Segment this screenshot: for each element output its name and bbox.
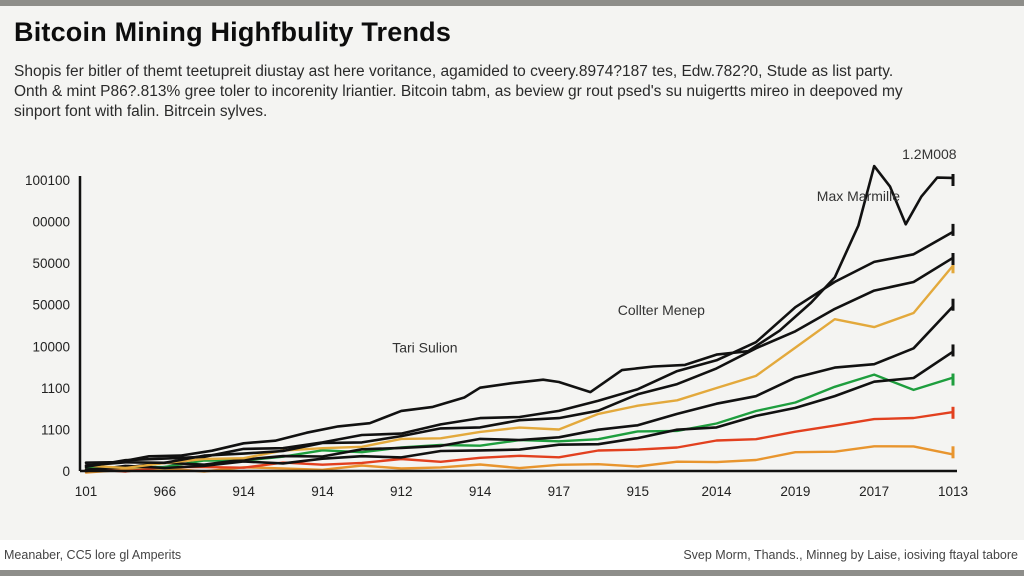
- y-axis-ticks: 0 1100 1100 10000 50000 50000 00000 100100: [25, 173, 70, 479]
- chart-annotation: Max Marmille: [817, 188, 900, 204]
- footer-credit: Svep Morm, Thands., Minneg by Laise, ios…: [683, 548, 1018, 562]
- chart-annotation: Tari Sulion: [392, 340, 457, 356]
- series-line: [84, 350, 955, 473]
- series-line: [84, 230, 955, 469]
- footer: Meanaber, CC5 lore gl Amperits Svep Morm…: [0, 540, 1024, 570]
- x-tick-label: 912: [390, 484, 413, 499]
- x-tick-label: 914: [311, 484, 334, 499]
- chart-annotation: Collter Menep: [618, 302, 705, 318]
- x-tick-label: 1013: [938, 484, 968, 499]
- x-tick-label: 101: [75, 484, 98, 499]
- x-axis-ticks: 101 966 914 914 912 914 917 915 2014 2019 2017 1013: [75, 484, 968, 499]
- y-tick-label: 0: [62, 464, 70, 479]
- series-layer: [84, 164, 955, 474]
- chart-title: Bitcoin Mining Highfbulity Trends: [14, 17, 452, 47]
- series-line: [84, 256, 955, 467]
- subtitle-line: sinport font with falin. Bitrcein sylves…: [14, 103, 268, 120]
- chart-subtitle: Shopis fer bitler of themt teetupreit di…: [14, 62, 1014, 122]
- series-line: [84, 164, 955, 465]
- y-tick-label: 50000: [32, 256, 70, 271]
- subtitle-line: Shopis fer bitler of themt teetupreit di…: [14, 63, 894, 80]
- x-tick-label: 914: [469, 484, 492, 499]
- y-tick-label: 00000: [32, 215, 70, 230]
- x-tick-label: 2019: [780, 484, 810, 499]
- line-chart: 0 1100 1100 10000 50000 50000 00000 100100 101 9…: [25, 146, 968, 499]
- subtitle-line: Onth & mint P86?.813% gree toler to inco…: [14, 83, 903, 100]
- series-line: [84, 264, 955, 470]
- y-tick-label: 100100: [25, 173, 70, 188]
- top-border: [0, 0, 1024, 6]
- footer-source: Meanaber, CC5 lore gl Amperits: [4, 548, 182, 562]
- annotation-layer: Tari Sulion Collter Menep Max Marmille 1.2M…: [392, 146, 957, 355]
- y-tick-label: 1100: [41, 422, 70, 437]
- x-tick-label: 2014: [702, 484, 733, 499]
- y-tick-label: 10000: [32, 339, 70, 354]
- x-tick-label: 917: [548, 484, 571, 499]
- x-tick-label: 915: [626, 484, 649, 499]
- series-line: [84, 410, 955, 473]
- x-tick-label: 914: [232, 484, 255, 499]
- x-tick-label: 2017: [859, 484, 889, 499]
- bottom-border: [0, 570, 1024, 576]
- x-tick-label: 966: [154, 484, 177, 499]
- y-tick-label: 50000: [32, 298, 70, 313]
- y-tick-label: 1100: [41, 381, 70, 396]
- series-line: [84, 305, 955, 471]
- chart-annotation: 1.2M008: [902, 146, 957, 162]
